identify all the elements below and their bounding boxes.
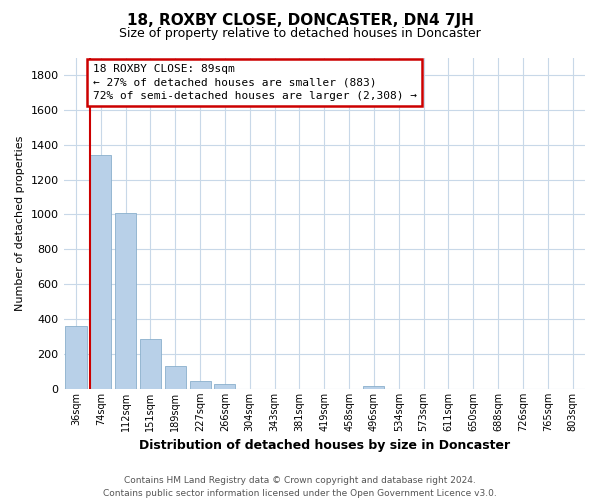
Bar	[190, 380, 211, 389]
Bar	[165, 366, 186, 389]
Bar	[115, 212, 136, 389]
Bar	[65, 326, 86, 389]
Bar	[90, 155, 112, 389]
Bar	[140, 339, 161, 389]
Bar	[364, 386, 385, 389]
Bar	[214, 384, 235, 389]
Text: 18 ROXBY CLOSE: 89sqm
← 27% of detached houses are smaller (883)
72% of semi-det: 18 ROXBY CLOSE: 89sqm ← 27% of detached …	[93, 64, 417, 101]
Text: Size of property relative to detached houses in Doncaster: Size of property relative to detached ho…	[119, 28, 481, 40]
Y-axis label: Number of detached properties: Number of detached properties	[15, 136, 25, 311]
Text: Contains HM Land Registry data © Crown copyright and database right 2024.
Contai: Contains HM Land Registry data © Crown c…	[103, 476, 497, 498]
Text: 18, ROXBY CLOSE, DONCASTER, DN4 7JH: 18, ROXBY CLOSE, DONCASTER, DN4 7JH	[127, 12, 473, 28]
X-axis label: Distribution of detached houses by size in Doncaster: Distribution of detached houses by size …	[139, 440, 510, 452]
